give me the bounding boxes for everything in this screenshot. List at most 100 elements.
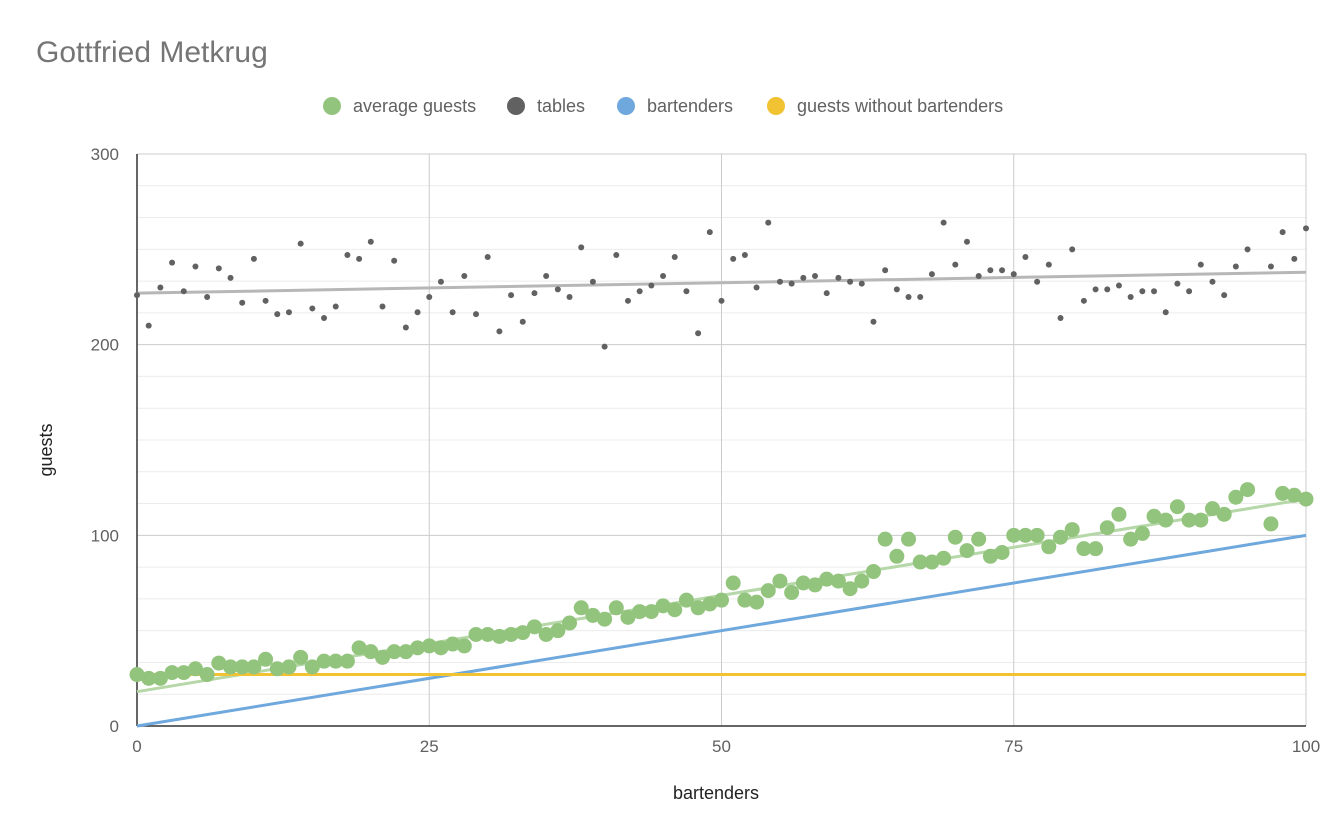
data-point: [1017, 527, 1033, 543]
data-point: [386, 644, 402, 660]
data-point: [901, 531, 917, 547]
data-point: [1092, 286, 1099, 293]
data-point: [760, 583, 776, 599]
data-point: [1204, 501, 1220, 517]
data-point: [1139, 288, 1146, 295]
data-point: [538, 626, 554, 642]
data-point: [1232, 263, 1239, 270]
data-point: [356, 255, 363, 262]
legend-label: guests without bartenders: [797, 96, 1003, 116]
data-point: [578, 244, 585, 251]
data-point: [695, 330, 702, 337]
data-point: [402, 324, 409, 331]
data-point: [847, 278, 854, 285]
data-point: [1080, 297, 1087, 304]
data-point: [632, 604, 648, 620]
data-point: [613, 252, 620, 259]
data-point: [1022, 253, 1029, 260]
data-point: [152, 670, 168, 686]
data-point: [1279, 229, 1286, 236]
data-point: [250, 255, 257, 262]
legend-item: guests without bartenders: [767, 96, 1003, 116]
data-point: [480, 626, 496, 642]
data-point: [484, 253, 491, 260]
data-point: [1029, 527, 1045, 543]
data-point: [928, 271, 935, 278]
data-point: [807, 577, 823, 593]
series-line: [136, 533, 1307, 728]
data-point: [293, 649, 309, 665]
data-point: [297, 240, 304, 247]
data-point: [1088, 541, 1104, 557]
data-point: [624, 297, 631, 304]
data-point: [433, 640, 449, 656]
chart-title: Gottfried Metkrug: [36, 36, 268, 69]
data-point: [776, 278, 783, 285]
data-point: [924, 554, 940, 570]
y-tick-label: 200: [91, 336, 119, 355]
data-point: [1186, 288, 1193, 295]
data-point: [999, 267, 1006, 274]
data-point: [812, 273, 819, 280]
data-point: [1053, 529, 1069, 545]
data-point: [718, 297, 725, 304]
data-point: [917, 294, 924, 300]
data-point: [566, 294, 573, 300]
data-point: [269, 661, 285, 677]
data-point: [351, 640, 367, 656]
data-point: [1267, 263, 1274, 270]
data-point: [858, 280, 865, 287]
data-point: [765, 219, 772, 226]
data-point: [636, 288, 643, 295]
data-point: [1151, 288, 1158, 295]
x-axis-title: bartenders: [673, 783, 759, 803]
data-point: [648, 282, 655, 289]
data-point: [468, 626, 484, 642]
x-tick-label: 75: [1004, 737, 1023, 756]
data-point: [1006, 527, 1022, 543]
data-point: [164, 665, 180, 681]
data-point: [870, 318, 877, 325]
data-point: [199, 667, 215, 683]
data-point: [1010, 271, 1017, 278]
data-point: [134, 292, 140, 299]
data-point: [795, 575, 811, 591]
data-point: [496, 328, 503, 335]
legend-label: average guests: [353, 96, 476, 116]
data-point: [187, 661, 203, 677]
data-point: [344, 252, 351, 259]
data-point: [660, 273, 667, 280]
data-point: [258, 651, 274, 667]
data-point: [1045, 261, 1052, 268]
data-point: [823, 290, 830, 297]
data-point: [519, 318, 526, 325]
data-point: [554, 286, 561, 293]
x-tick-label: 0: [132, 737, 141, 756]
data-point: [788, 280, 795, 287]
data-point: [339, 653, 355, 669]
data-point: [854, 573, 870, 589]
data-point: [1099, 520, 1115, 536]
data-point: [936, 550, 952, 566]
data-point: [211, 655, 227, 671]
data-point: [589, 278, 596, 285]
legend-label: tables: [537, 96, 585, 116]
data-point: [176, 665, 192, 681]
data-point: [1162, 309, 1169, 316]
data-point: [741, 252, 748, 259]
legend-marker: [617, 97, 635, 115]
data-point: [1244, 246, 1251, 253]
data-point: [281, 659, 297, 675]
data-point: [274, 311, 281, 318]
data-point: [893, 286, 900, 293]
data-point: [239, 299, 246, 306]
data-point: [753, 284, 760, 291]
data-point: [573, 600, 589, 616]
data-point: [421, 638, 437, 654]
data-point: [503, 626, 519, 642]
data-point: [597, 611, 613, 627]
legend-marker: [507, 97, 525, 115]
line-series: [136, 533, 1307, 728]
data-point: [912, 554, 928, 570]
data-point: [678, 592, 694, 608]
